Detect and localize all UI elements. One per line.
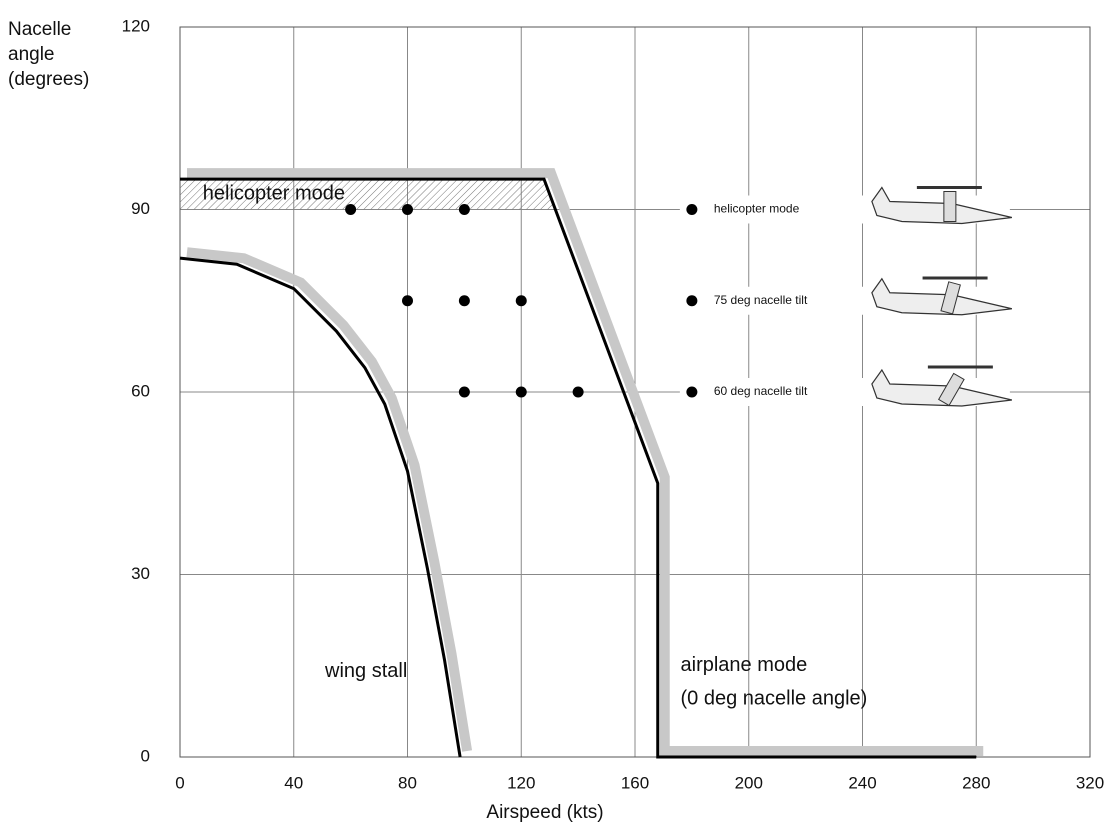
test-point (458, 386, 470, 398)
y-axis-label: angle (8, 44, 55, 65)
x-tick-label: 40 (284, 773, 303, 792)
test-point (402, 204, 413, 215)
legend-label: 60 deg nacelle tilt (714, 384, 808, 398)
aircraft-icon (871, 186, 1013, 225)
x-tick-label: 0 (175, 773, 184, 792)
legend-label: helicopter mode (714, 202, 800, 216)
annotation: helicopter mode (203, 183, 345, 205)
x-tick-label: 280 (962, 773, 990, 792)
legend-label: 75 deg nacelle tilt (714, 293, 808, 307)
test-point (458, 295, 470, 307)
y-tick-label: 30 (131, 564, 150, 583)
y-tick-label: 0 (141, 746, 150, 765)
x-tick-label: 200 (735, 773, 763, 792)
boundary-line (179, 256, 462, 758)
annotation: (0 deg nacelle angle) (681, 687, 868, 709)
line-shadow (186, 247, 473, 752)
x-tick-label: 160 (621, 773, 649, 792)
y-tick-label: 90 (131, 199, 150, 218)
test-point (515, 295, 527, 307)
test-point (345, 204, 357, 215)
legend-marker (686, 204, 698, 215)
y-axis-label: Nacelle (8, 19, 71, 40)
annotation: wing stall (324, 660, 407, 682)
fuselage (871, 368, 1013, 407)
x-tick-label: 80 (398, 773, 417, 792)
x-axis-label: Airspeed (kts) (486, 802, 603, 823)
aircraft-icon (871, 365, 1013, 407)
x-tick-label: 320 (1076, 773, 1104, 792)
fuselage (871, 186, 1013, 225)
test-point (572, 386, 584, 398)
legend-marker (686, 295, 698, 307)
boundary-line (180, 177, 977, 759)
x-tick-label: 120 (507, 773, 535, 792)
test-point (402, 295, 413, 307)
plot-frame (179, 26, 1091, 758)
test-point (458, 204, 470, 215)
fuselage (871, 277, 1013, 316)
aircraft-icon (871, 276, 1013, 316)
line-shadow (187, 168, 984, 756)
nacelle (943, 191, 957, 222)
test-point (515, 386, 527, 398)
annotation: airplane mode (681, 654, 808, 676)
nacelle (940, 281, 961, 315)
hatched-region (180, 179, 556, 210)
nacelle (937, 372, 965, 407)
y-axis-label: (degrees) (8, 69, 89, 90)
legend-marker (686, 386, 698, 398)
y-tick-label: 60 (131, 381, 150, 400)
x-tick-label: 240 (848, 773, 876, 792)
y-tick-label: 120 (122, 16, 150, 35)
